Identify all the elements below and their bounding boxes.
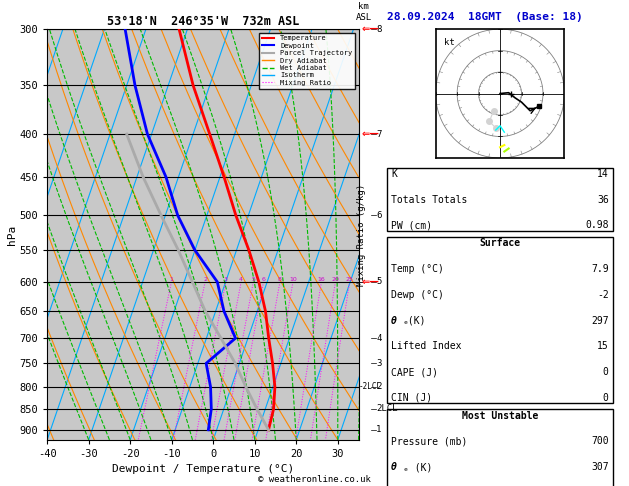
Text: CAPE (J): CAPE (J) xyxy=(391,367,438,377)
Text: 16: 16 xyxy=(318,277,325,282)
Text: 10: 10 xyxy=(289,277,297,282)
Text: Pressure (mb): Pressure (mb) xyxy=(391,436,468,447)
Text: θ: θ xyxy=(391,462,398,472)
Text: 700: 700 xyxy=(591,436,609,447)
Text: 25: 25 xyxy=(346,277,353,282)
Text: 2LCL: 2LCL xyxy=(376,404,398,414)
Text: 36: 36 xyxy=(597,195,609,205)
Text: 297: 297 xyxy=(591,315,609,326)
Text: -2: -2 xyxy=(597,290,609,300)
Text: 14: 14 xyxy=(597,169,609,179)
Text: 1: 1 xyxy=(376,425,382,434)
Text: 1: 1 xyxy=(169,277,174,282)
Text: 20: 20 xyxy=(331,277,339,282)
Text: 307: 307 xyxy=(591,462,609,472)
Text: 15: 15 xyxy=(597,341,609,351)
Text: 6: 6 xyxy=(376,211,382,220)
Text: Mixing Ratio (g/kg): Mixing Ratio (g/kg) xyxy=(357,183,366,286)
Bar xyxy=(387,168,613,231)
Text: ⇐—: ⇐— xyxy=(362,24,379,34)
Text: Most Unstable: Most Unstable xyxy=(462,411,538,421)
Text: PW (cm): PW (cm) xyxy=(391,221,433,230)
Text: Temp (°C): Temp (°C) xyxy=(391,264,444,274)
Text: Totals Totals: Totals Totals xyxy=(391,195,468,205)
Text: km
ASL: km ASL xyxy=(355,2,372,22)
Legend: Temperature, Dewpoint, Parcel Trajectory, Dry Adiabat, Wet Adiabat, Isotherm, Mi: Temperature, Dewpoint, Parcel Trajectory… xyxy=(259,33,355,88)
Text: 3: 3 xyxy=(224,277,228,282)
Text: kt: kt xyxy=(444,38,455,47)
Bar xyxy=(387,409,613,486)
Text: 8: 8 xyxy=(278,277,282,282)
Text: Lifted Index: Lifted Index xyxy=(391,341,462,351)
Text: 5: 5 xyxy=(252,277,255,282)
Bar xyxy=(387,237,613,403)
Text: 0: 0 xyxy=(603,367,609,377)
Text: 6: 6 xyxy=(262,277,265,282)
Text: θ: θ xyxy=(391,315,398,326)
Text: ₑ(K): ₑ(K) xyxy=(403,315,426,326)
Text: ⇐—: ⇐— xyxy=(362,277,379,287)
X-axis label: Dewpoint / Temperature (°C): Dewpoint / Temperature (°C) xyxy=(112,465,294,474)
Text: 7.9: 7.9 xyxy=(591,264,609,274)
Text: 3: 3 xyxy=(376,359,382,368)
Text: ⇐—: ⇐— xyxy=(362,129,379,139)
Y-axis label: hPa: hPa xyxy=(7,225,16,244)
Text: ₑ (K): ₑ (K) xyxy=(403,462,432,472)
Text: -2LCL: -2LCL xyxy=(359,382,382,391)
Text: 0: 0 xyxy=(603,393,609,403)
Text: 4: 4 xyxy=(239,277,243,282)
Text: 2: 2 xyxy=(376,382,382,391)
Title: 53°18'N  246°35'W  732m ASL: 53°18'N 246°35'W 732m ASL xyxy=(107,15,299,28)
Text: 0.98: 0.98 xyxy=(585,221,609,230)
Text: Dewp (°C): Dewp (°C) xyxy=(391,290,444,300)
Text: 8: 8 xyxy=(376,25,382,34)
Text: CIN (J): CIN (J) xyxy=(391,393,433,403)
Text: K: K xyxy=(391,169,398,179)
Text: 5: 5 xyxy=(376,278,382,286)
Text: 28.09.2024  18GMT  (Base: 18): 28.09.2024 18GMT (Base: 18) xyxy=(387,12,582,22)
Text: 4: 4 xyxy=(376,334,382,343)
Text: Surface: Surface xyxy=(479,239,521,248)
Text: 2: 2 xyxy=(203,277,207,282)
Text: 7: 7 xyxy=(376,130,382,139)
Text: © weatheronline.co.uk: © weatheronline.co.uk xyxy=(258,474,371,484)
